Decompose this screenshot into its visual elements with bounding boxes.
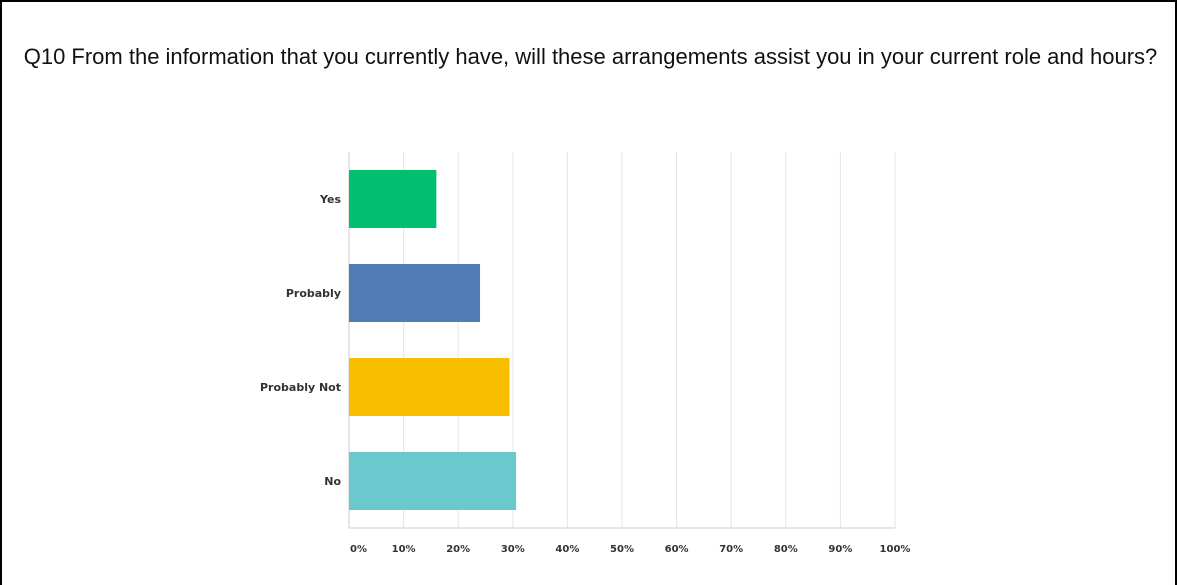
x-tick-label-0: 0% xyxy=(350,544,367,555)
bar-no xyxy=(349,452,517,510)
chart-title: Q10 From the information that you curren… xyxy=(23,44,1158,69)
category-label-yes: Yes xyxy=(319,193,341,206)
x-tick-label-6: 60% xyxy=(665,544,689,555)
x-tick-label-8: 80% xyxy=(774,544,798,555)
x-tick-label-2: 20% xyxy=(446,544,470,555)
x-tick-label-1: 10% xyxy=(392,544,416,555)
category-label-probably: Probably xyxy=(286,287,341,300)
bar-probably xyxy=(349,264,481,322)
x-tick-label-5: 50% xyxy=(610,544,634,555)
bar-yes xyxy=(349,170,437,228)
bar-probably-not xyxy=(349,358,510,416)
x-tick-label-4: 40% xyxy=(555,544,579,555)
category-label-no: No xyxy=(324,475,341,488)
x-tick-label-9: 90% xyxy=(828,544,852,555)
x-tick-label-7: 70% xyxy=(719,544,743,555)
x-tick-label-3: 30% xyxy=(501,544,525,555)
category-label-probably-not: Probably Not xyxy=(260,381,341,394)
x-tick-label-10: 100% xyxy=(880,544,911,555)
